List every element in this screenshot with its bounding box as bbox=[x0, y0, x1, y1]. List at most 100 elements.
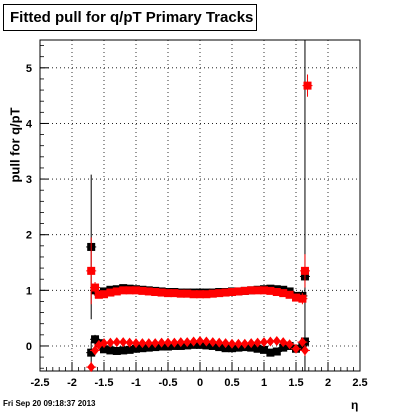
data-point bbox=[112, 346, 121, 355]
data-point bbox=[94, 290, 103, 299]
series-1 bbox=[86, 74, 313, 305]
x-tick-label: -1.5 bbox=[95, 377, 114, 389]
data-point bbox=[106, 346, 115, 355]
data-point bbox=[183, 337, 192, 348]
data-point bbox=[298, 337, 307, 348]
data-point bbox=[87, 348, 96, 357]
data-point bbox=[247, 338, 256, 349]
data-point bbox=[260, 337, 268, 348]
data-point bbox=[132, 338, 140, 349]
data-point bbox=[132, 344, 140, 353]
data-point bbox=[253, 337, 262, 348]
data-point bbox=[247, 286, 256, 295]
data-point bbox=[260, 286, 268, 295]
data-point bbox=[253, 286, 262, 295]
data-point bbox=[176, 337, 185, 348]
axes: -2.5 -2 -1.5 -1 -0.5 0 0.5 1 1.5 2 2.5 0 1 2 3 4 5 bbox=[26, 39, 368, 389]
data-point bbox=[144, 287, 153, 296]
data-point bbox=[119, 337, 128, 348]
y-tick-label: 1 bbox=[26, 285, 32, 297]
data-point bbox=[138, 344, 147, 353]
data-point bbox=[208, 289, 217, 298]
y-tick-label: 0 bbox=[26, 341, 32, 353]
data-point bbox=[112, 287, 121, 296]
data-point bbox=[151, 288, 160, 297]
data-point bbox=[106, 337, 115, 348]
data-point bbox=[303, 81, 312, 90]
x-tick-label: -2 bbox=[67, 377, 77, 389]
data-point bbox=[87, 362, 96, 373]
data-point bbox=[125, 337, 134, 348]
chart-title: Fitted pull for q/pT Primary Tracks bbox=[3, 4, 257, 31]
x-tick-label: 1.5 bbox=[288, 377, 303, 389]
data-point bbox=[189, 290, 198, 299]
series-3 bbox=[86, 335, 310, 373]
data-point bbox=[272, 288, 281, 297]
data-point bbox=[266, 348, 275, 357]
y-tick-label: 3 bbox=[26, 174, 32, 186]
data-point bbox=[183, 289, 192, 298]
data-point bbox=[157, 337, 166, 348]
data-point bbox=[253, 344, 262, 353]
data-point bbox=[119, 346, 128, 355]
x-tick-label: 2.5 bbox=[352, 377, 367, 389]
x-tick-label: -0.5 bbox=[159, 377, 178, 389]
data-point bbox=[279, 289, 288, 298]
data-point bbox=[285, 339, 294, 350]
data-point bbox=[234, 338, 243, 349]
data-point bbox=[292, 343, 300, 354]
data-point bbox=[151, 338, 160, 349]
data-point bbox=[125, 345, 134, 354]
data-point bbox=[215, 337, 224, 348]
data-point bbox=[221, 344, 230, 353]
data-point bbox=[132, 286, 140, 295]
x-axis-label: η bbox=[351, 398, 359, 412]
data-point bbox=[228, 338, 236, 349]
data-point bbox=[138, 286, 147, 295]
data-point bbox=[176, 289, 185, 298]
y-tick-label: 4 bbox=[26, 118, 33, 130]
x-tick-label: -1 bbox=[131, 377, 141, 389]
data-point bbox=[272, 347, 281, 356]
data-point bbox=[138, 338, 147, 349]
data-point bbox=[164, 289, 172, 298]
data-point bbox=[208, 337, 217, 348]
data-point bbox=[260, 345, 268, 354]
data-point bbox=[196, 335, 204, 346]
x-tick-label: 2 bbox=[325, 377, 331, 389]
data-point bbox=[100, 345, 108, 354]
data-point bbox=[228, 288, 236, 297]
data-point bbox=[202, 290, 211, 299]
plot-frame bbox=[39, 39, 361, 372]
data-point bbox=[100, 338, 108, 349]
data-point bbox=[87, 266, 96, 275]
data-point bbox=[112, 337, 121, 348]
x-tick-label: 0 bbox=[197, 377, 203, 389]
data-point bbox=[221, 288, 230, 297]
y-tick-label: 2 bbox=[26, 230, 32, 242]
y-axis-label: pull for q/pT bbox=[7, 107, 23, 183]
data-point bbox=[234, 287, 243, 296]
data-point bbox=[106, 288, 115, 297]
data-point bbox=[170, 289, 179, 298]
data-point bbox=[157, 288, 166, 297]
data-point bbox=[91, 345, 100, 356]
series-2 bbox=[86, 330, 310, 364]
y-tick-label: 5 bbox=[26, 63, 32, 75]
data-point bbox=[144, 338, 153, 349]
data-point bbox=[196, 290, 204, 299]
data-point bbox=[91, 283, 100, 292]
data-point bbox=[285, 290, 294, 299]
x-tick-label: 0.5 bbox=[224, 377, 239, 389]
data-point bbox=[119, 286, 128, 295]
grid bbox=[39, 40, 361, 371]
data-point bbox=[125, 286, 134, 295]
data-point bbox=[189, 336, 198, 347]
data-point bbox=[279, 343, 288, 352]
data-point bbox=[215, 289, 224, 298]
data-point bbox=[266, 336, 275, 347]
data-point bbox=[164, 337, 172, 348]
data-point bbox=[292, 293, 300, 302]
data-point bbox=[272, 335, 281, 346]
